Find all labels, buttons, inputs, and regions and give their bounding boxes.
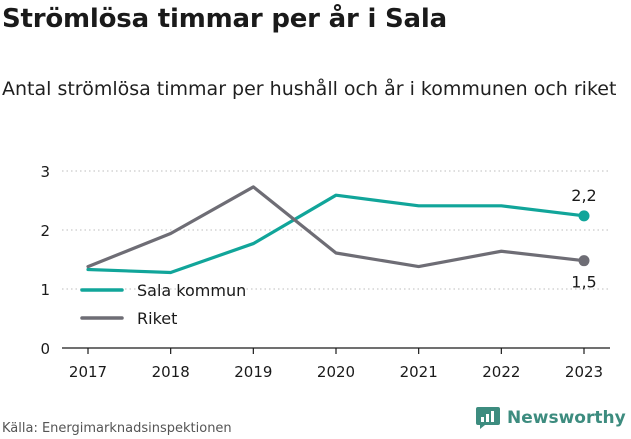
series-endpoint-riket [578, 255, 590, 267]
y-tick-label-3: 3 [40, 163, 50, 181]
series-endpoint-sala-kommun [578, 210, 590, 222]
series-end-label-sala-kommun: 2,2 [571, 186, 596, 205]
legend-label-riket: Riket [137, 309, 177, 328]
x-tick-label-2017: 2017 [69, 363, 107, 381]
x-tick-label-2022: 2022 [482, 363, 520, 381]
chart-subtitle: Antal strömlösa timmar per hushåll och å… [2, 78, 617, 100]
legend-label-sala-kommun: Sala kommun [137, 281, 246, 300]
x-tick-label-2020: 2020 [317, 363, 355, 381]
chart-title: Strömlösa timmar per år i Sala [2, 4, 447, 34]
series-end-label-riket: 1,5 [571, 273, 596, 292]
series-line-sala-kommun [86, 193, 586, 275]
series: 2,2 1,5 [86, 185, 597, 292]
series-line-riket [86, 185, 586, 269]
newsworthy-logo-icon [476, 407, 500, 429]
brand-name: Newsworthy [507, 408, 626, 428]
x-tick-label-2023: 2023 [565, 363, 603, 381]
axes: 0 1 2 3 2017 2018 2019 2020 2021 2022 2023 [40, 163, 610, 381]
legend: Sala kommun Riket [80, 281, 246, 328]
x-tick-label-2019: 2019 [234, 363, 272, 381]
brand-logo: Newsworthy [475, 406, 626, 430]
x-tick-label-2021: 2021 [400, 363, 438, 381]
source-note: Källa: Energimarknadsinspektionen [2, 421, 232, 436]
x-tick-label-2018: 2018 [152, 363, 190, 381]
y-tick-label-2: 2 [40, 222, 50, 240]
y-tick-label-1: 1 [40, 281, 50, 299]
y-tick-label-0: 0 [40, 340, 50, 358]
gridlines [62, 170, 610, 290]
